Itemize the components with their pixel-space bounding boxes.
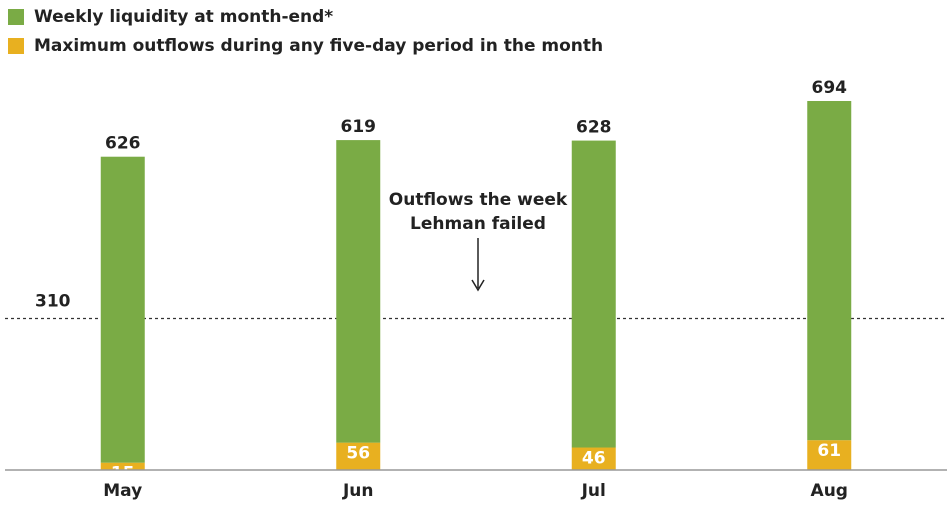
annotation: Outflows the week bbox=[389, 190, 568, 210]
annotation-arrowhead bbox=[471, 279, 485, 292]
annotation: Lehman failed bbox=[410, 214, 546, 234]
x-tick-label: Jul bbox=[581, 481, 606, 501]
value-label: 61 bbox=[817, 441, 841, 461]
legend-label: Maximum outflows during any five-day per… bbox=[34, 36, 603, 56]
x-tick-label: Aug bbox=[811, 481, 848, 501]
value-label: 46 bbox=[582, 449, 606, 469]
reference-label: 310 bbox=[35, 291, 71, 311]
bar bbox=[807, 100, 852, 441]
value-label: 15 bbox=[111, 464, 135, 484]
bar bbox=[571, 140, 616, 448]
bar bbox=[571, 447, 616, 470]
x-tick-label: Jun bbox=[342, 481, 374, 501]
bar bbox=[100, 156, 145, 463]
value-label: 694 bbox=[812, 78, 848, 98]
legend-swatch bbox=[8, 38, 24, 54]
x-tick-label: May bbox=[103, 481, 142, 501]
value-label: 626 bbox=[105, 134, 141, 154]
legend-swatch bbox=[8, 9, 24, 25]
bar bbox=[100, 462, 145, 470]
value-label: 56 bbox=[346, 444, 370, 464]
value-label: 619 bbox=[341, 117, 377, 137]
bar bbox=[336, 442, 381, 470]
bar bbox=[336, 140, 381, 443]
bar bbox=[807, 440, 852, 470]
value-label: 628 bbox=[576, 118, 612, 138]
legend-label: Weekly liquidity at month-end* bbox=[34, 7, 333, 27]
